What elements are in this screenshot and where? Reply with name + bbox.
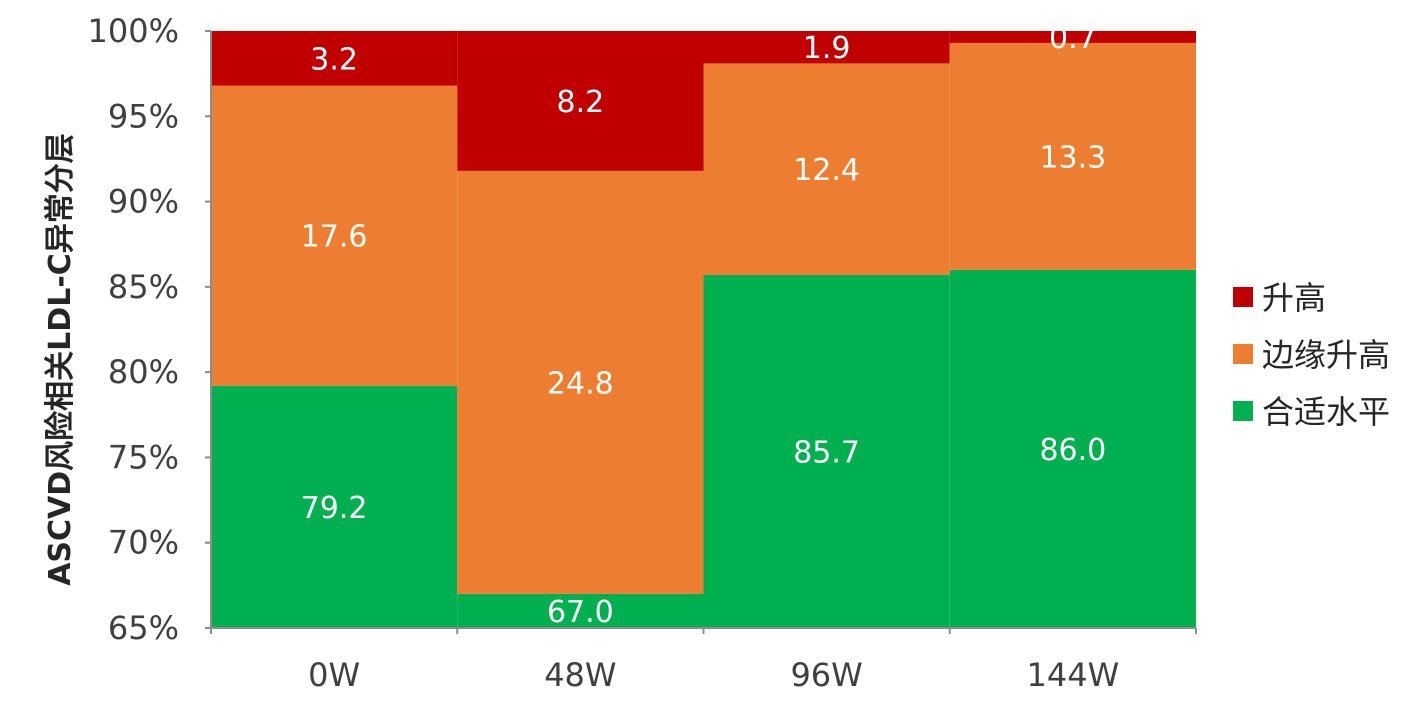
legend-swatch-1 [1233,344,1253,364]
data-label-48W-series-1: 24.8 [547,366,614,401]
x-tick-label-48W: 48W [544,656,616,694]
y-axis-title: ASCVD风险相关LDL-C异常分层 [43,133,78,586]
legend-label-0: 升高 [1262,279,1326,317]
y-tick-label: 85% [108,268,179,306]
y-tick-label: 95% [108,97,179,135]
x-tick-label-0W: 0W [308,656,360,694]
legend-swatch-2 [1233,401,1253,421]
legend-label-2: 合适水平 [1262,393,1390,431]
bar-0W-series-0 [211,385,458,628]
data-label-144W-series-0: 86.0 [1039,433,1106,468]
y-tick-label: 100% [88,12,179,50]
data-label-96W-series-0: 85.7 [793,435,860,470]
bar-48W-series-0 [457,593,704,628]
axes-layer: 65% 70% 75% 80% 85% 90% 95% 100% 0W 48W 96W 144W ASC… [43,12,1197,694]
x-tick-label-144W: 144W [1027,656,1120,694]
bars-layer [211,31,1196,628]
legend-swatch-0 [1233,287,1253,307]
bar-96W-series-0 [703,274,950,628]
bar-48W-series-1 [457,170,704,594]
data-label-96W-series-1: 12.4 [793,153,860,188]
bar-144W-series-0 [949,269,1196,628]
data-label-144W-series-2: 0.7 [1049,21,1097,56]
bar-144W-series-1 [949,42,1196,270]
data-label-0W-series-0: 79.2 [301,491,368,526]
legend-label-1: 边缘升高 [1262,336,1390,374]
data-label-0W-series-1: 17.6 [301,220,368,255]
bar-0W-series-2 [211,31,458,86]
y-tick-label: 65% [108,609,179,647]
data-label-48W-series-2: 8.2 [557,85,605,120]
bar-0W-series-1 [211,85,458,386]
data-label-48W-series-0: 67.0 [547,595,614,630]
x-tick-label-96W: 96W [790,656,862,694]
data-labels-layer: 79.2 17.6 3.2 67.0 24.8 8.2 85.7 12.4 1.9 86.0 13.… [301,21,1107,630]
data-label-144W-series-1: 13.3 [1039,140,1106,175]
bar-96W-series-1 [703,63,950,275]
y-tick-label: 75% [108,438,179,476]
data-label-96W-series-2: 1.9 [803,31,851,66]
bar-144W-series-2 [949,31,1196,43]
y-tick-label: 80% [108,353,179,391]
y-tick-label: 90% [108,183,179,221]
bar-48W-series-2 [457,31,704,171]
data-label-0W-series-2: 3.2 [310,42,358,77]
y-tick-label: 70% [108,524,179,562]
bar-96W-series-2 [703,31,950,64]
